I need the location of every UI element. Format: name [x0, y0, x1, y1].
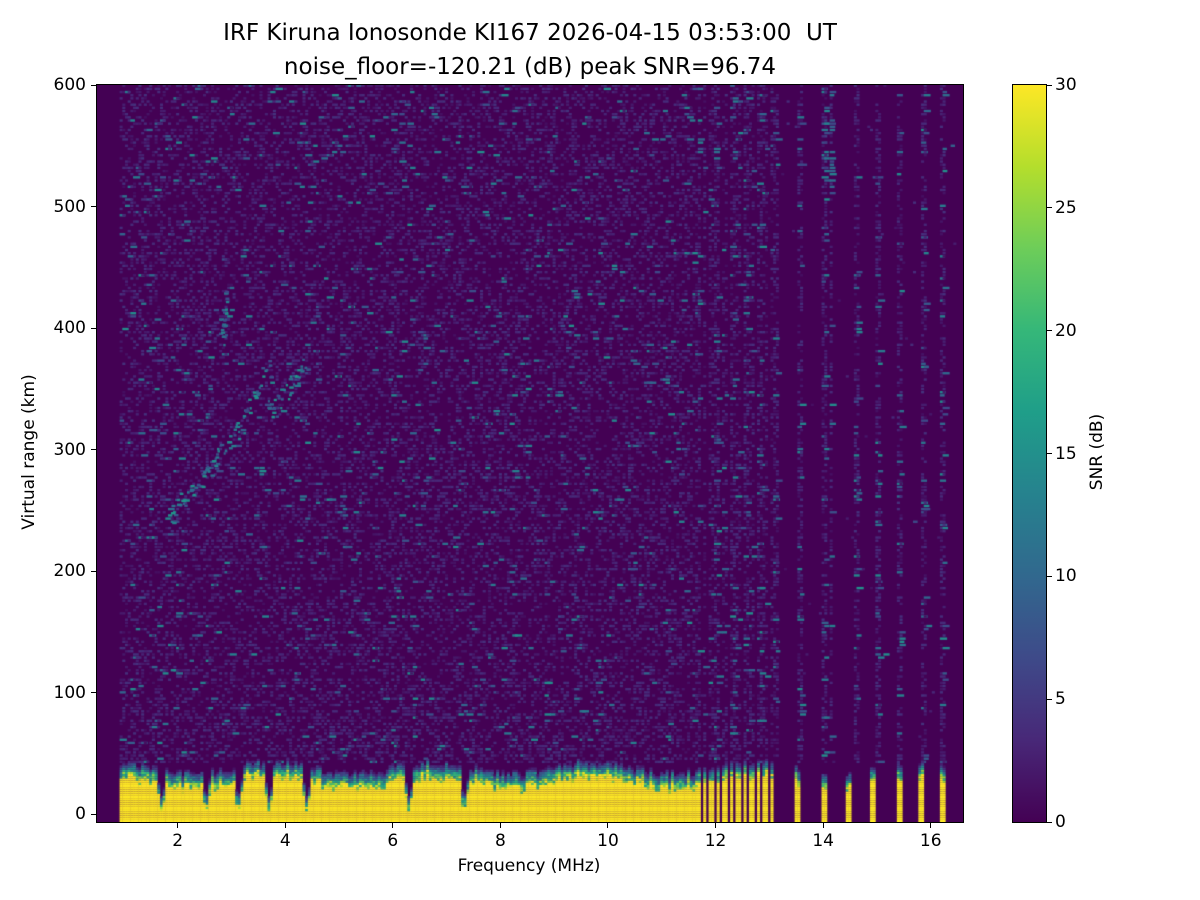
colorbar-tick-label: 30	[1055, 75, 1077, 95]
colorbar-gradient	[1013, 85, 1046, 822]
colorbar-tick-label: 25	[1055, 197, 1077, 218]
y-tick-mark	[91, 327, 96, 329]
y-tick-label: 600	[53, 75, 86, 95]
colorbar-tick-mark	[1047, 330, 1052, 332]
x-tick-label: 4	[279, 831, 291, 851]
x-tick-mark	[284, 823, 286, 828]
y-tick-mark	[91, 692, 96, 694]
y-tick-mark	[91, 813, 96, 815]
x-tick-label: 6	[387, 831, 399, 851]
chart-title-line1: IRF Kiruna Ionosonde KI167 2026-04-15 03…	[223, 20, 837, 46]
colorbar-tick-mark	[1047, 821, 1052, 823]
colorbar-tick-mark	[1047, 84, 1052, 86]
colorbar-tick-mark	[1047, 207, 1052, 209]
x-axis-label: Frequency (MHz)	[457, 856, 601, 876]
y-tick-mark	[91, 570, 96, 572]
x-tick-mark	[177, 823, 179, 828]
x-tick-label: 10	[597, 831, 619, 851]
colorbar-tick-label: 0	[1055, 812, 1066, 832]
colorbar-tick-label: 20	[1055, 320, 1077, 341]
x-tick-label: 14	[812, 831, 834, 851]
colorbar-tick-label: 10	[1055, 566, 1077, 587]
x-tick-mark	[715, 823, 717, 828]
ionogram-canvas	[97, 85, 963, 822]
x-tick-label: 16	[919, 831, 942, 851]
chart-title-line2: noise_floor=-120.21 (dB) peak SNR=96.74	[283, 54, 777, 80]
y-tick-mark	[91, 206, 96, 208]
x-tick-label: 8	[494, 831, 506, 851]
y-tick-label: 200	[53, 561, 86, 582]
y-tick-label: 100	[53, 682, 86, 703]
x-tick-mark	[930, 823, 932, 828]
y-tick-label: 300	[53, 439, 86, 460]
colorbar-tick-mark	[1047, 453, 1052, 454]
x-tick-mark	[822, 823, 824, 828]
x-tick-label: 12	[704, 831, 727, 851]
colorbar-tick-label: 15	[1055, 443, 1077, 464]
y-tick-label: 500	[53, 196, 86, 217]
x-tick-label: 2	[172, 831, 184, 851]
y-tick-label: 400	[53, 318, 86, 339]
y-tick-mark	[91, 84, 96, 86]
colorbar	[1012, 84, 1047, 823]
y-tick-mark	[91, 449, 96, 451]
plot-area	[96, 84, 964, 823]
x-tick-mark	[607, 823, 609, 828]
colorbar-tick-mark	[1047, 698, 1052, 700]
chart-title: IRF Kiruna Ionosonde KI167 2026-04-15 03…	[96, 16, 964, 84]
x-tick-mark	[499, 823, 501, 828]
colorbar-tick-mark	[1047, 575, 1052, 577]
colorbar-tick-label: 5	[1055, 689, 1066, 710]
x-tick-mark	[392, 823, 394, 828]
y-tick-label: 0	[75, 804, 86, 825]
